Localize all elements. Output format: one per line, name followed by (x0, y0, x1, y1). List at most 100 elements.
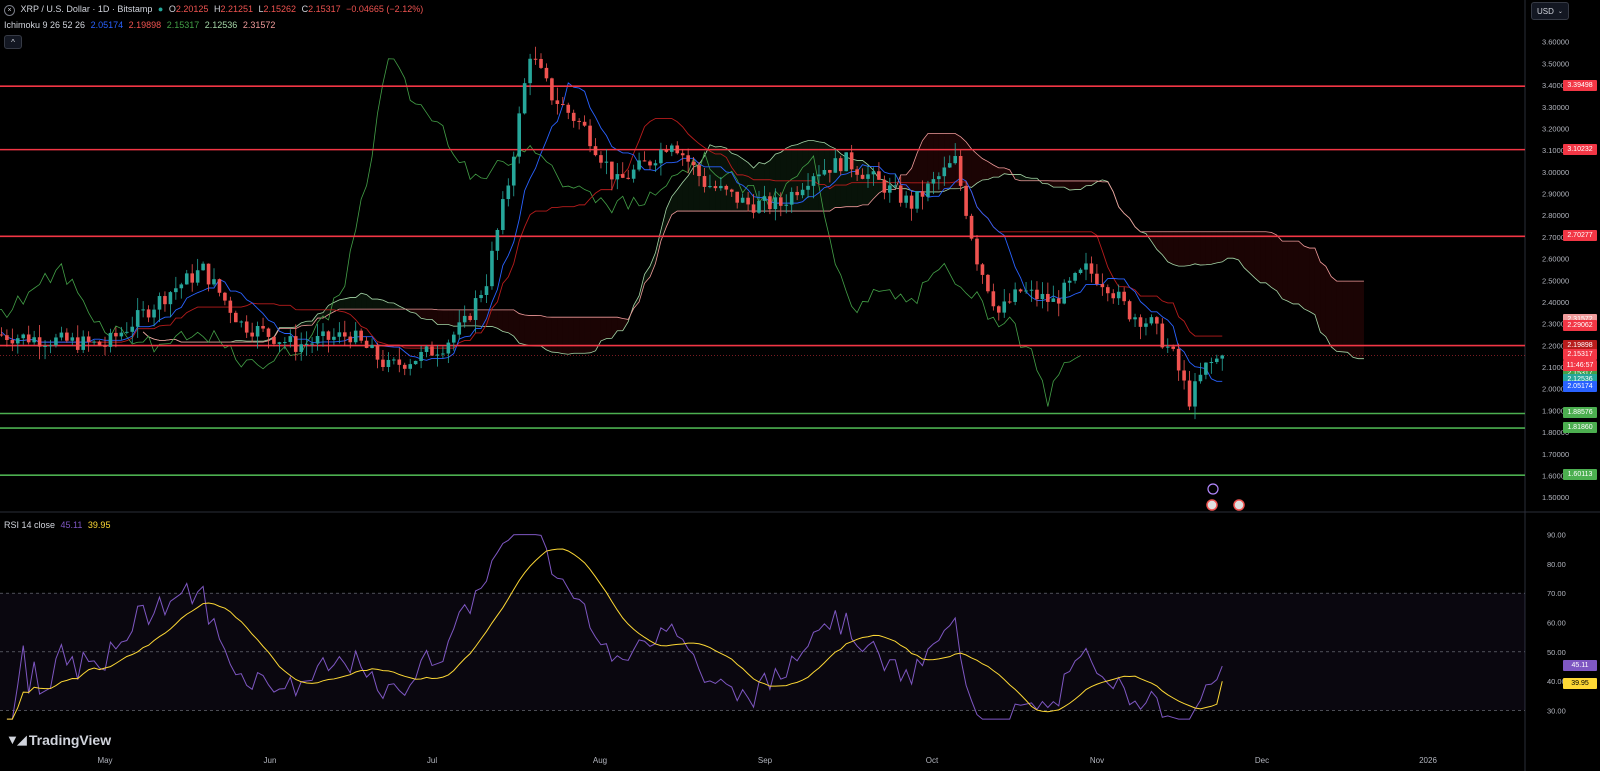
candle-body (1215, 358, 1219, 363)
candle-body (838, 158, 843, 172)
support-price-tag[interactable]: 1.88576 (1563, 407, 1597, 419)
cloud-segment (1320, 261, 1326, 337)
cloud-segment (1265, 231, 1272, 288)
candle-body (604, 161, 609, 163)
cloud-segment (579, 317, 585, 354)
candle-body (898, 185, 903, 203)
rsi-ma-value-tag[interactable]: 39.95 (1563, 678, 1597, 690)
cloud-segment (491, 309, 498, 329)
earnings-event-icon (1207, 483, 1219, 495)
candle-body (904, 195, 908, 203)
cloud-segment (508, 309, 514, 337)
candle-body (953, 155, 957, 164)
cloud-segment (301, 321, 307, 326)
candle-body (501, 199, 505, 230)
price-tick-label: 1.60000 (1542, 471, 1569, 480)
candle-body (626, 177, 630, 179)
indicator-price-tag[interactable]: 2.15317 (1563, 367, 1597, 379)
candle-body (855, 169, 859, 175)
cloud-segment (720, 146, 727, 212)
resistance-price-tag[interactable]: 3.10232 (1563, 143, 1597, 155)
candle-body (599, 155, 603, 163)
cloud-segment (1271, 232, 1277, 291)
candle-body (163, 296, 167, 305)
cloud-segment (682, 175, 689, 212)
rsi-legend[interactable]: RSI 14 close 45.11 39.95 (4, 520, 111, 530)
cloud-segment (971, 149, 977, 188)
cloud-segment (388, 302, 394, 310)
cloud-segment (1167, 231, 1174, 265)
rsi-line (6, 534, 1223, 720)
cloud-segment (377, 299, 383, 310)
candle-body (653, 163, 658, 166)
cloud-segment (323, 305, 329, 319)
cloud-segment (372, 299, 378, 310)
candle-body (1024, 290, 1028, 292)
candle-body (43, 345, 47, 347)
candle-body (174, 288, 178, 293)
cloud-segment (966, 141, 972, 188)
candle-body (511, 156, 516, 186)
cloud-segment (524, 314, 531, 346)
indicator-price-tag[interactable]: 2.05174 (1563, 380, 1597, 392)
cloud-segment (361, 293, 367, 310)
rsi-tick-label: 40.00 (1547, 677, 1566, 686)
candle-body (1133, 317, 1137, 320)
resistance-price-tag[interactable]: 2.70277 (1563, 230, 1597, 242)
currency-select[interactable]: USD ⌄ (1531, 2, 1569, 20)
candle-body (926, 183, 930, 197)
cloud-segment (726, 148, 732, 212)
cloud-segment (1325, 266, 1332, 347)
rsi-pane (0, 514, 1525, 739)
candle-body (1089, 263, 1094, 274)
candle-body (343, 332, 347, 337)
ichimoku-legend[interactable]: Ichimoku 9 26 52 26 2.05174 2.19898 2.15… (4, 20, 276, 30)
cloud-segment (688, 167, 694, 212)
candle-body (103, 345, 107, 347)
cloud-segment (944, 133, 950, 192)
candle-body (997, 306, 1001, 313)
candle-body (135, 310, 140, 327)
rsi-tick-label: 90.00 (1547, 531, 1566, 540)
cloud-segment (1276, 235, 1283, 299)
cloud-segment (1298, 241, 1304, 309)
candle-body (1007, 301, 1012, 303)
cloud-segment (513, 309, 520, 344)
candle-body (277, 342, 282, 344)
candle-body (686, 155, 690, 162)
indicator-price-tag[interactable]: 2.29062 (1563, 319, 1597, 331)
candle-body (1187, 380, 1192, 407)
candle-body (822, 170, 827, 175)
collapse-legend-button[interactable]: ^ (4, 35, 22, 49)
indicator-price-tag[interactable]: 2.19898 (1563, 339, 1597, 351)
candle-body (620, 174, 625, 178)
cloud-segment (693, 164, 700, 212)
candle-body (1155, 317, 1159, 324)
rsi-value-tag[interactable]: 45.11 (1563, 660, 1597, 672)
cloud-segment (1211, 231, 1217, 265)
candle-body (1051, 298, 1056, 302)
close-icon[interactable]: × (4, 5, 15, 16)
candle-body (844, 152, 848, 172)
candle-body (751, 204, 756, 213)
tradingview-logo[interactable]: ▼◢ TradingView (6, 732, 112, 748)
indicator-price-tag[interactable]: 2.12536 (1563, 374, 1597, 386)
price-tick-label: 3.10000 (1542, 146, 1569, 155)
symbol-title[interactable]: XRP / U.S. Dollar · 1D · Bitstamp (20, 4, 153, 14)
candle-body (877, 171, 881, 180)
resistance-price-tag[interactable]: 3.39498 (1563, 80, 1597, 92)
candle-body (1002, 301, 1007, 313)
candle-body (381, 359, 385, 368)
cloud-segment (1205, 231, 1212, 265)
support-price-tag[interactable]: 1.60113 (1563, 469, 1597, 481)
indicator-price-tag[interactable]: 2.15317 (1563, 349, 1597, 361)
cloud-segment (1222, 231, 1228, 262)
candle-body (1067, 280, 1072, 283)
support-price-tag[interactable]: 1.81860 (1563, 422, 1597, 434)
rsi-ma-line (6, 548, 1223, 720)
candle-body (680, 153, 685, 156)
cloud-segment (1053, 180, 1059, 188)
candle-body (610, 161, 614, 180)
cloud-segment (421, 309, 427, 320)
